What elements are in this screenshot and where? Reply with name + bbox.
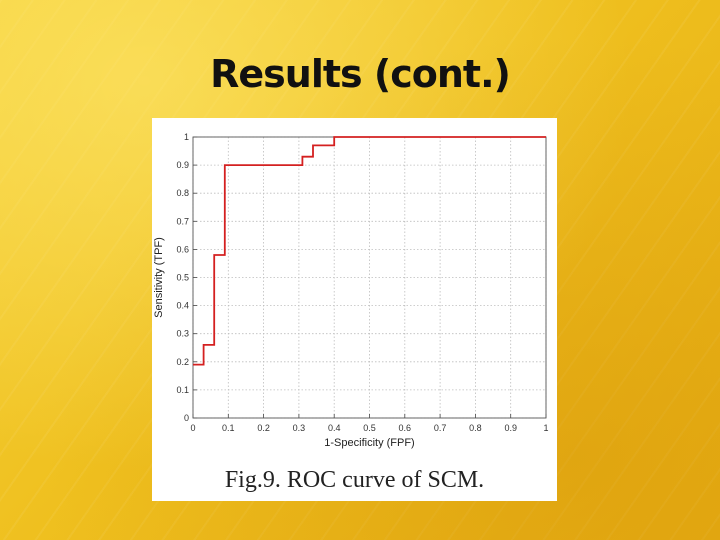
y-tick-label: 0.3 bbox=[176, 329, 189, 339]
x-tick-label: 0.8 bbox=[469, 423, 482, 433]
y-tick-label: 0.1 bbox=[176, 385, 189, 395]
roc-chart: 0 0.1 0.2 0.3 0.4 0.5 0.6 0.7 0.8 0.9 1 0 0.1 0.2 0.3 0… bbox=[153, 132, 549, 449]
x-tick-label: 0.3 bbox=[293, 423, 306, 433]
y-axis-label: Sensitivity (TPF) bbox=[153, 237, 165, 318]
x-tick-label: 0 bbox=[190, 423, 195, 433]
roc-curve-line bbox=[193, 136, 546, 366]
figure-caption: Fig.9. ROC curve of SCM. bbox=[224, 467, 485, 493]
x-axis-label: 1-Specificity (FPF) bbox=[324, 437, 414, 449]
y-tick-label: 0.9 bbox=[176, 160, 189, 170]
y-tick-label: 0.2 bbox=[176, 357, 189, 367]
x-tick-label: 1 bbox=[543, 423, 548, 433]
y-tick-label: 0.8 bbox=[176, 188, 189, 198]
y-tick-label: 0.6 bbox=[176, 244, 189, 254]
slide-title: Results (cont.) bbox=[210, 52, 511, 96]
y-tick-label: 0.4 bbox=[176, 301, 189, 311]
y-tick-label: 0.7 bbox=[176, 216, 189, 226]
x-tick-label: 0.2 bbox=[257, 423, 270, 433]
x-tick-label: 0.6 bbox=[399, 423, 412, 433]
y-tick-label: 0 bbox=[184, 413, 189, 423]
y-tick-label: 1 bbox=[184, 132, 189, 142]
x-tick-label: 0.9 bbox=[504, 423, 517, 433]
y-tick-label: 0.5 bbox=[176, 273, 189, 283]
x-tick-label: 0.7 bbox=[434, 423, 447, 433]
x-tick-label: 0.1 bbox=[222, 423, 235, 433]
x-tick-label: 0.4 bbox=[328, 423, 341, 433]
x-tick-label: 0.5 bbox=[363, 423, 376, 433]
roc-figure: 0 0.1 0.2 0.3 0.4 0.5 0.6 0.7 0.8 0.9 1 0 0.1 0.2 0.3 0… bbox=[152, 118, 557, 501]
